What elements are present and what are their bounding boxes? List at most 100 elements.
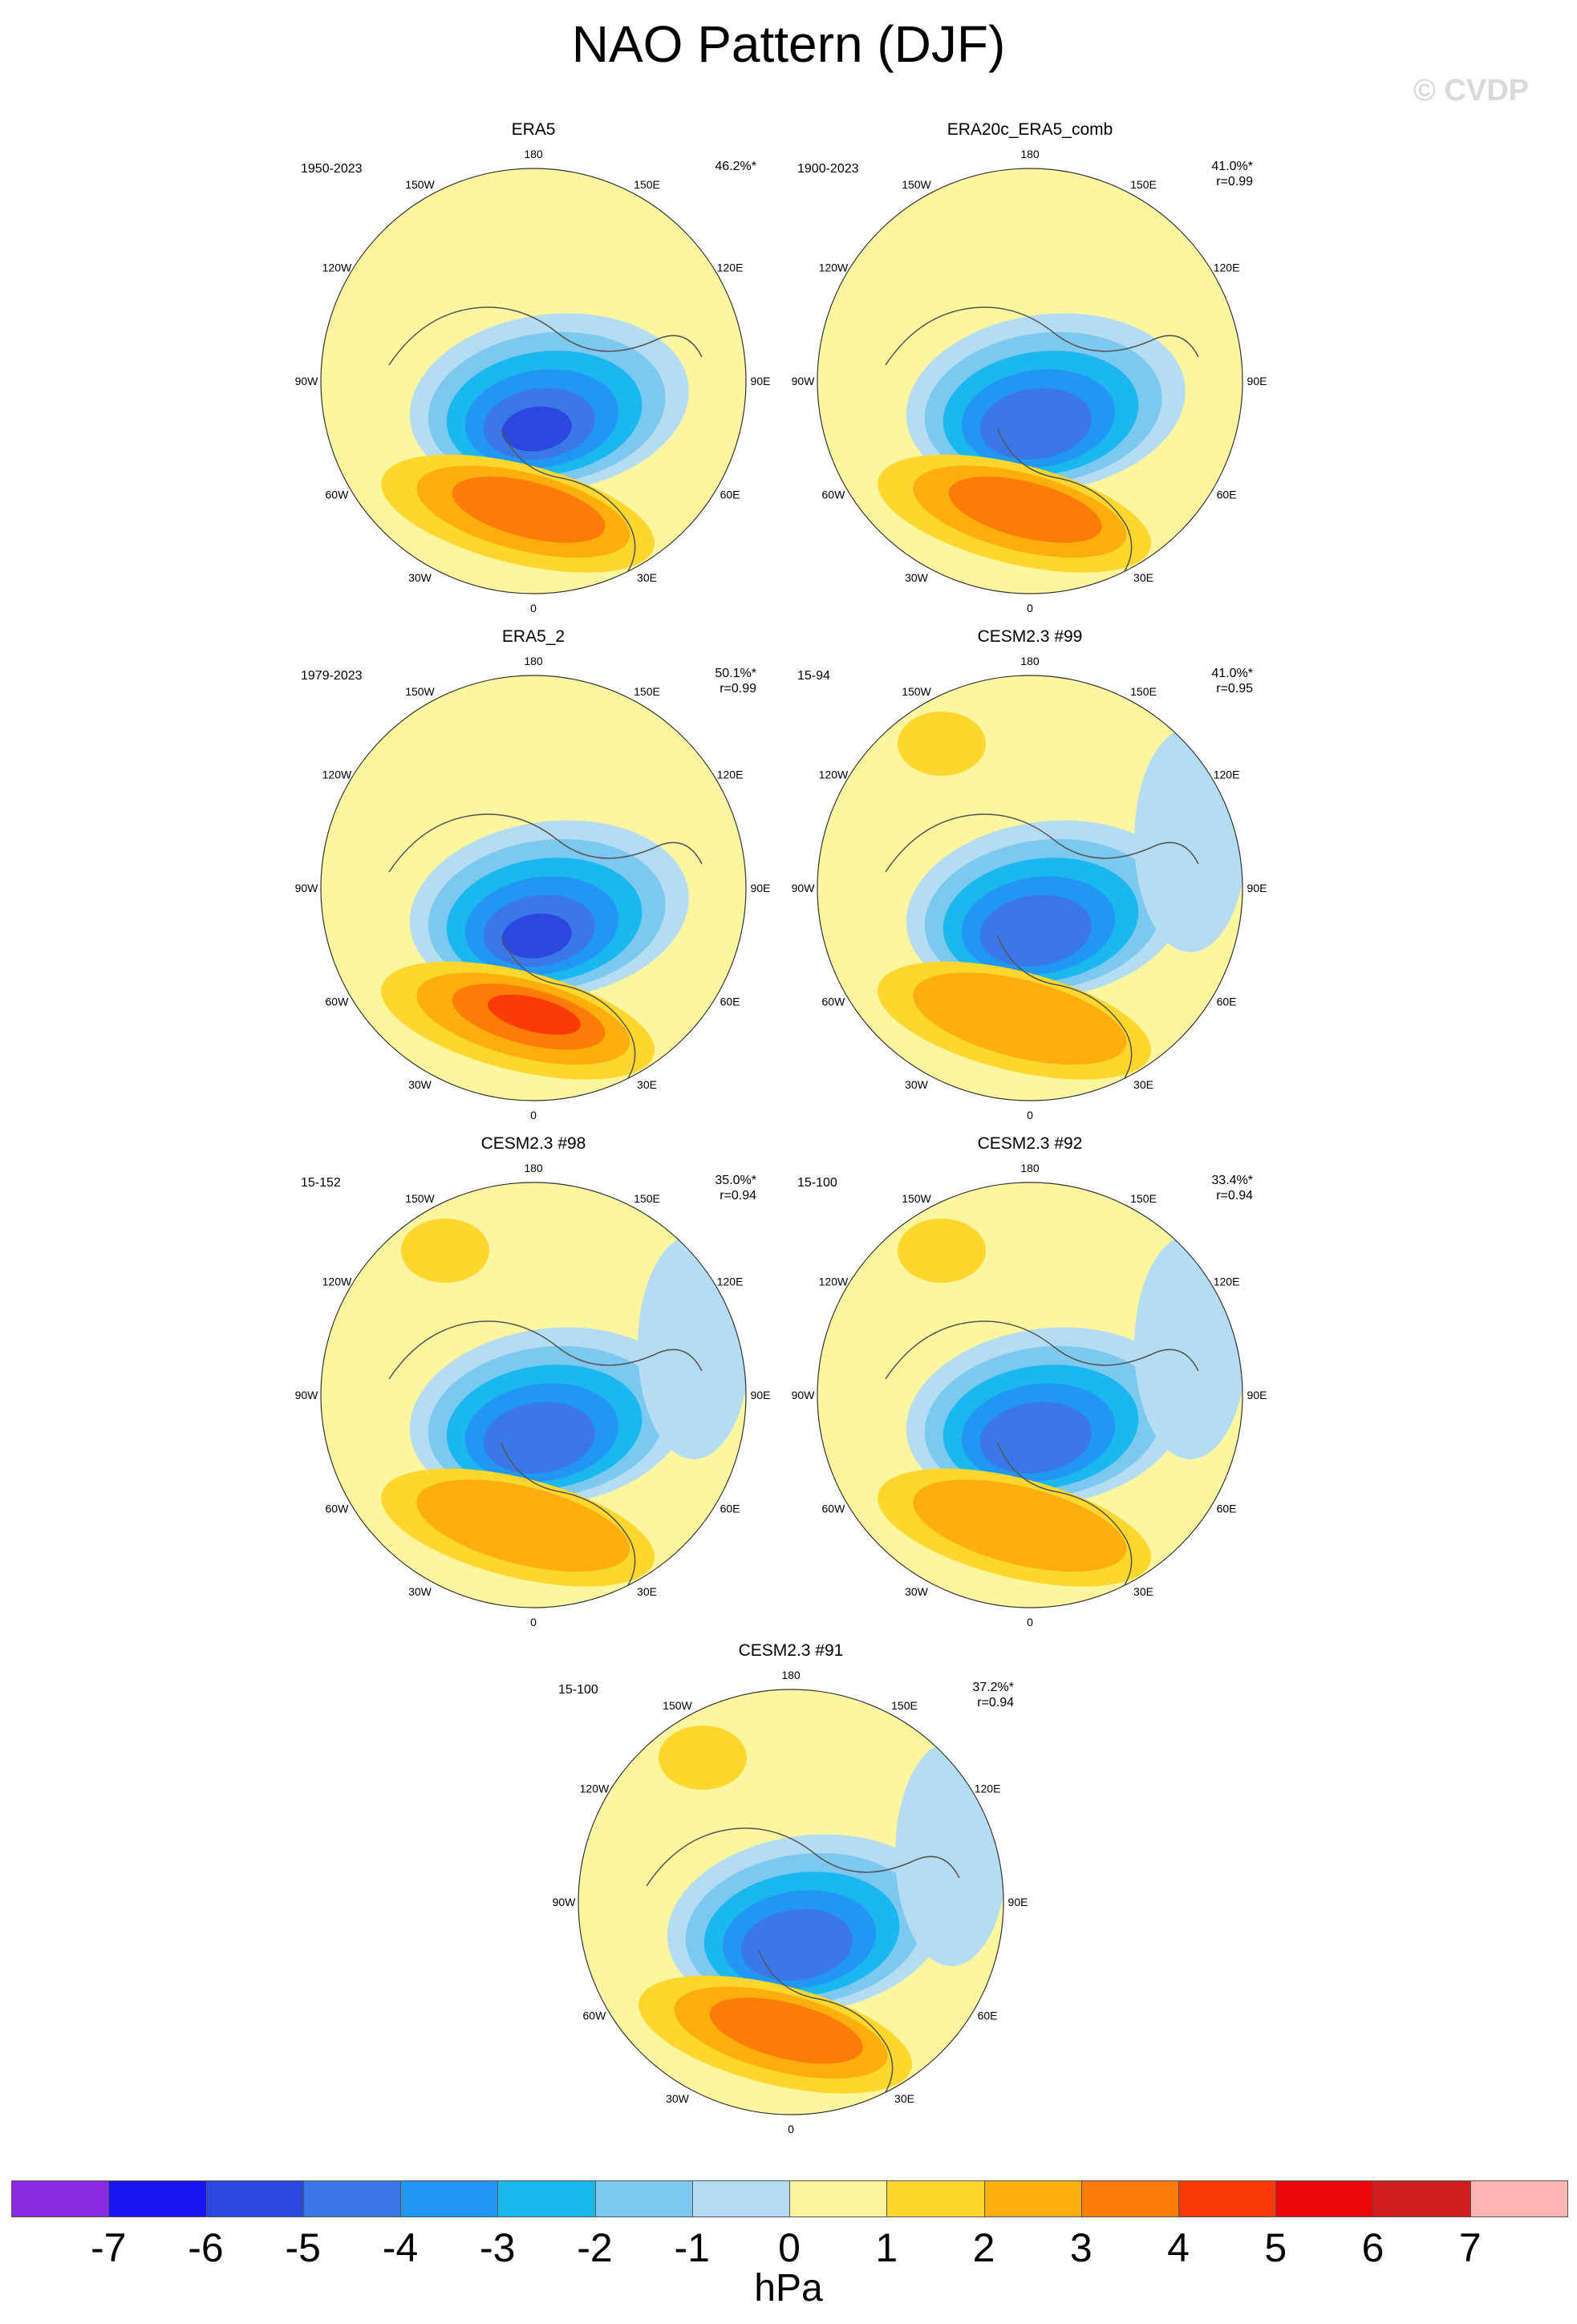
colorbar-segment [691, 2180, 790, 2217]
longitude-label: 0 [1027, 1616, 1033, 1628]
colorbar-tick-label: -2 [577, 2225, 613, 2270]
longitude-label: 90W [792, 375, 816, 387]
longitude-label: 0 [788, 2123, 794, 2135]
longitude-label: 30E [1133, 1585, 1153, 1598]
longitude-label: 0 [530, 602, 537, 614]
negative-anomaly-contour [979, 894, 1092, 967]
colorbar-tick-label: 6 [1361, 2225, 1384, 2270]
longitude-label: 150E [1130, 178, 1157, 191]
positive-anomaly-contour [401, 1219, 489, 1283]
longitude-label: 30E [1133, 1078, 1153, 1091]
longitude-label: 90W [295, 1389, 319, 1401]
positive-anomaly-contour [659, 1726, 747, 1790]
colorbar-tick-label: 4 [1167, 2225, 1190, 2270]
colorbar-segment [108, 2180, 207, 2217]
longitude-label: 90E [1247, 882, 1267, 894]
panel-correlation: r=0.94 [720, 1189, 756, 1203]
colorbar-segment [1470, 2180, 1568, 2217]
map-panel-cesm-99: 180 150E 120E 90E 60E 30E 0 30W 60W 90W 120W 150W C… [773, 627, 1287, 1125]
panel-variance: 35.0%* [715, 1174, 756, 1187]
longitude-label: 150W [405, 685, 435, 698]
longitude-label: 180 [524, 655, 543, 667]
panel-stats: 50.1%* r=0.99 [715, 666, 756, 696]
panel-title: ERA20c_ERA5_comb [947, 120, 1113, 139]
panel-stats: 41.0%* r=0.95 [1211, 666, 1253, 696]
longitude-label: 120E [717, 262, 744, 274]
map-border [320, 1182, 747, 1608]
colorbar-segment [1372, 2180, 1471, 2217]
negative-anomaly-contour [638, 1235, 746, 1459]
panel-variance: 37.2%* [972, 1681, 1014, 1694]
colorbar-tick-label: -3 [480, 2225, 516, 2270]
polar-map: 180 150E 120E 90E 60E 30E 0 30W 60W 90W 120W 150W [792, 1162, 1267, 1628]
longitude-label: 0 [1027, 1109, 1033, 1121]
negative-anomaly-contour [740, 1908, 853, 1981]
panel-correlation: r=0.94 [977, 1696, 1014, 1710]
coastline [646, 1827, 960, 1887]
coastline [885, 813, 1199, 873]
panel-variance: 50.1%* [715, 667, 756, 680]
panel-years: 15-100 [797, 1176, 837, 1190]
map-border [320, 675, 747, 1101]
coastline [758, 1949, 894, 2111]
longitude-label: 90W [792, 882, 816, 894]
longitude-label: 90E [1247, 1389, 1267, 1401]
coastline [501, 1442, 636, 1604]
colorbar-segment [1080, 2180, 1179, 2217]
colorbar-tick-label: 2 [972, 2225, 995, 2270]
colorbar-unit: hPa [754, 2267, 823, 2310]
longitude-label: 60W [583, 2010, 607, 2022]
colorbar-tick-label: -4 [382, 2225, 419, 2270]
panel-stats: 46.2%* [715, 159, 756, 174]
colorbar-tick-label: 3 [1069, 2225, 1093, 2270]
longitude-label: 120W [580, 1783, 610, 1795]
positive-anomaly-contour [488, 994, 581, 1035]
positive-anomaly-contour [898, 1219, 986, 1283]
positive-anomaly-contour [709, 1998, 863, 2064]
longitude-label: 90W [792, 1389, 816, 1401]
colorbar-segment [11, 2180, 110, 2217]
panel-correlation: r=0.95 [1216, 682, 1253, 696]
longitude-label: 30W [408, 1078, 432, 1091]
colorbar-segment [302, 2180, 401, 2217]
coastline [388, 1320, 703, 1380]
longitude-label: 150W [405, 178, 435, 191]
longitude-label: 180 [524, 1162, 543, 1174]
polar-map: 180 150E 120E 90E 60E 30E 0 30W 60W 90W 120W 150W [295, 148, 771, 614]
longitude-label: 60W [326, 489, 350, 501]
longitude-label: 120W [322, 1276, 352, 1288]
longitude-label: 150W [405, 1192, 435, 1205]
longitude-label: 30E [637, 1585, 657, 1598]
negative-anomaly-contour [979, 387, 1092, 460]
longitude-label: 120W [322, 769, 352, 781]
panel-correlation: r=0.99 [720, 682, 756, 696]
colorbar-tick-label: -1 [674, 2225, 710, 2270]
longitude-label: 30E [1133, 571, 1153, 584]
longitude-label: 180 [781, 1669, 801, 1681]
panel-years: 1900-2023 [797, 162, 859, 176]
panel-title: CESM2.3 #92 [977, 1134, 1083, 1153]
longitude-label: 120E [717, 1276, 744, 1288]
longitude-label: 180 [1020, 1162, 1040, 1174]
colorbar-tick-label: -5 [285, 2225, 321, 2270]
longitude-label: 90W [553, 1896, 577, 1908]
panel-variance: 46.2%* [715, 160, 756, 173]
coastline [885, 306, 1199, 366]
longitude-label: 60E [978, 2010, 998, 2022]
colorbar-tick-label: 0 [778, 2225, 801, 2270]
negative-anomaly-contour [501, 406, 572, 452]
coastline [997, 428, 1133, 590]
polar-map: 180 150E 120E 90E 60E 30E 0 30W 60W 90W 120W 150W [792, 655, 1267, 1121]
longitude-label: 90E [751, 1389, 771, 1401]
positive-anomaly-contour [913, 1479, 1127, 1572]
longitude-label: 150W [902, 178, 931, 191]
panel-variance: 33.4%* [1211, 1174, 1253, 1187]
negative-anomaly-contour [979, 1401, 1092, 1474]
longitude-label: 120W [819, 262, 849, 274]
longitude-label: 60E [1217, 489, 1237, 501]
panel-years: 15-94 [797, 669, 830, 683]
coastline [885, 1320, 1199, 1380]
longitude-label: 30E [637, 571, 657, 584]
map-border [817, 675, 1243, 1101]
longitude-label: 120E [975, 1783, 1001, 1795]
